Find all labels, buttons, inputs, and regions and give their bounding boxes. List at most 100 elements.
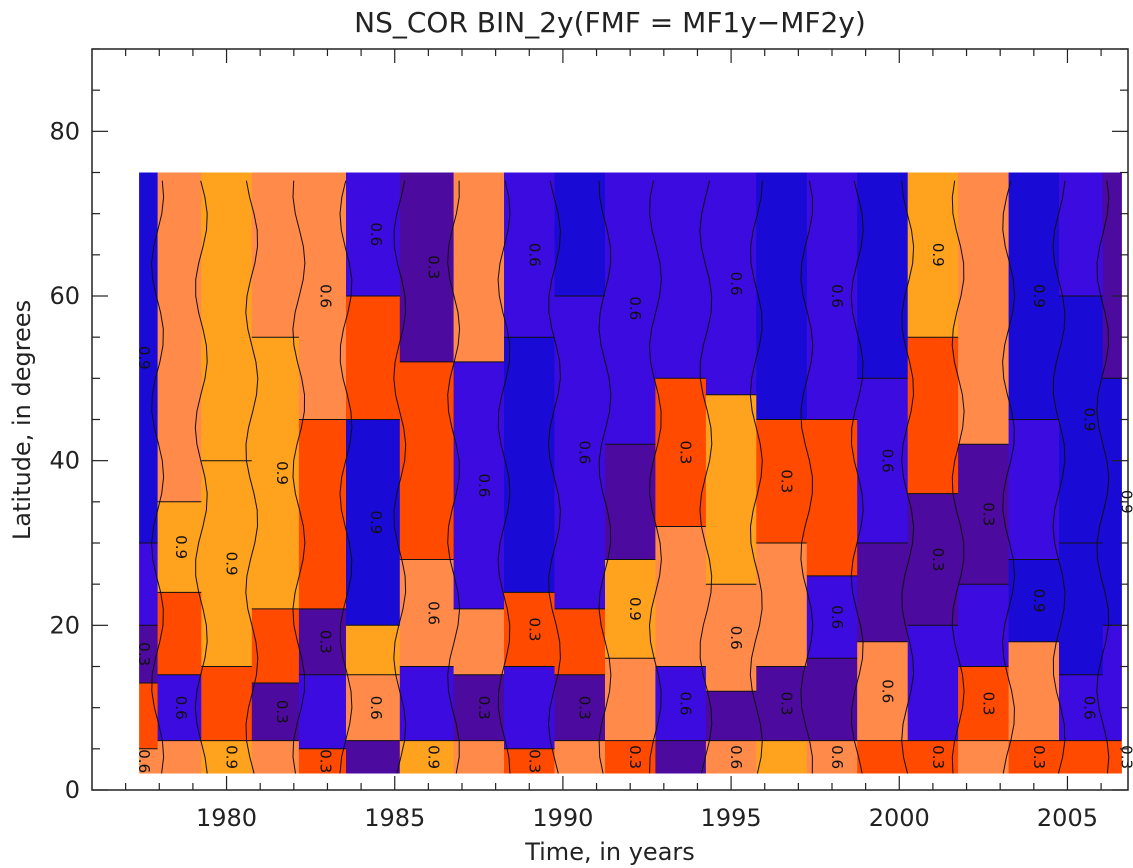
contour-label: 0.6	[828, 745, 846, 769]
field-cell	[1059, 674, 1104, 741]
field-cell	[655, 526, 707, 667]
field-cell	[1059, 172, 1104, 296]
x-tick-label: 2005	[1037, 804, 1098, 832]
field-cell	[453, 674, 505, 741]
contour-label: 0.9	[223, 745, 241, 769]
y-tick-label: 20	[49, 611, 80, 639]
contour-label: 0.3	[929, 548, 947, 572]
field-cell	[806, 419, 858, 576]
field-cell	[857, 641, 909, 741]
contour-label: 0.6	[576, 440, 594, 464]
field-cell	[605, 559, 657, 659]
contour-label: 0.3	[576, 696, 594, 720]
contour-line	[1052, 180, 1066, 774]
y-tick-label: 40	[49, 447, 80, 475]
y-tick-label: 60	[49, 282, 80, 310]
x-axis-label: Time, in years	[524, 838, 695, 866]
contour-label: 0.9	[1030, 284, 1048, 308]
contour-label: 0.6	[1080, 696, 1098, 720]
contour-label: 0.9	[367, 510, 385, 534]
contour-label: 0.9	[1080, 408, 1098, 432]
contour-label: 0.3	[475, 696, 493, 720]
field-cell	[298, 674, 347, 749]
field-cell	[907, 740, 959, 774]
field-cell	[655, 378, 707, 527]
field-cell	[298, 419, 347, 609]
y-axis-ticks: 0 20 40 60 80	[49, 48, 1128, 804]
field-cell	[157, 172, 202, 502]
field-cell	[1008, 740, 1060, 774]
field-cell	[806, 172, 858, 420]
contour-label: 0.9	[223, 552, 241, 576]
field-cell	[346, 674, 401, 741]
contour-line	[1002, 180, 1016, 774]
field-cell	[605, 172, 657, 445]
contour-label: 0.6	[727, 272, 745, 296]
field-cell	[655, 666, 707, 741]
contour-label: 0.3	[979, 502, 997, 526]
field-cell	[1102, 378, 1122, 626]
field-cell	[605, 658, 657, 741]
field-cell	[554, 608, 606, 675]
field-cell	[1059, 543, 1104, 675]
field-cell	[1008, 172, 1060, 420]
contour-label: 0.3	[273, 700, 291, 724]
field-cell	[857, 740, 909, 774]
contour-label: 0.6	[525, 243, 543, 267]
contour-label: 0.3	[626, 745, 644, 769]
field-cell	[1102, 625, 1122, 741]
contour-label: 0.6	[828, 284, 846, 308]
field-cell	[201, 172, 253, 461]
field-cell	[1008, 559, 1060, 642]
field-cell	[139, 543, 159, 626]
field-cell	[251, 337, 300, 609]
contour-labels: 0.6 0.3 0.9 0.6 0.9 0.9 0.9 0.3 0.9 0.3 0.3 0.6 0.6 0…	[135, 222, 1133, 773]
field-cell	[655, 740, 707, 774]
field-cell	[705, 394, 757, 585]
contour-label: 0.9	[273, 461, 291, 485]
field-cell	[705, 172, 757, 395]
field-cell	[504, 337, 556, 593]
x-tick-label: 1990	[532, 804, 593, 832]
field-cell	[756, 419, 808, 543]
field-cell	[705, 584, 757, 692]
contour-label: 0.3	[1030, 745, 1048, 769]
contour-label: 0.6	[879, 449, 897, 473]
field-cell	[857, 172, 909, 379]
field-cell	[399, 559, 455, 667]
field-cell	[157, 592, 202, 675]
field-cell	[705, 691, 757, 741]
field-cell	[504, 666, 556, 749]
field-cell	[298, 608, 347, 675]
contour-line	[245, 180, 259, 774]
contour-line	[447, 180, 461, 774]
field-cell	[453, 361, 505, 609]
field-cell	[453, 740, 505, 774]
contour-label: 0.3	[135, 642, 153, 666]
contour-line	[850, 180, 864, 774]
chart-title: NS_COR BIN_2y(FMF = MF1y−MF2y)	[354, 6, 866, 39]
contour-label: 0.3	[677, 440, 695, 464]
field-cell	[139, 683, 159, 749]
field-cell	[453, 608, 505, 675]
contour-label: 0.3	[317, 630, 335, 654]
contour-label: 0.9	[626, 597, 644, 621]
field-cell	[1059, 296, 1104, 543]
field-cell	[298, 748, 347, 774]
field-cell	[958, 172, 1010, 445]
field-cell	[756, 666, 808, 741]
y-axis-label: Latitude, in degrees	[8, 300, 36, 540]
field-cell	[554, 674, 606, 741]
contour-label: 0.6	[424, 601, 442, 625]
y-tick-label: 0	[65, 776, 80, 804]
field-cell	[399, 172, 455, 362]
contour-label: 0.6	[879, 679, 897, 703]
field-cell	[655, 172, 707, 379]
contour-line	[151, 180, 165, 774]
contour-line	[749, 180, 763, 774]
contour-label: 0.3	[317, 749, 335, 773]
contour-label: 0.9	[135, 346, 153, 370]
x-tick-label: 1980	[196, 804, 257, 832]
contour-label: 0.6	[677, 692, 695, 716]
